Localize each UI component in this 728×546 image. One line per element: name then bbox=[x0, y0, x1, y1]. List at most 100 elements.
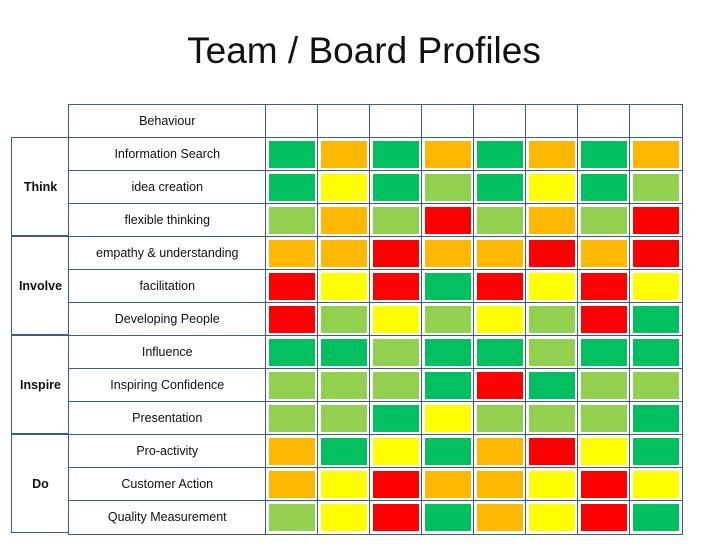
rating-cell bbox=[421, 302, 475, 337]
rating-swatch bbox=[528, 239, 575, 267]
rating-swatch bbox=[372, 239, 419, 267]
rating-cell bbox=[473, 170, 527, 205]
rating-swatch bbox=[528, 437, 575, 465]
rating-swatch bbox=[580, 272, 627, 300]
rating-cell bbox=[629, 302, 683, 337]
rating-swatch bbox=[424, 272, 471, 300]
rating-cell bbox=[525, 500, 579, 535]
rating-cell bbox=[473, 434, 527, 469]
rating-cell bbox=[577, 203, 631, 238]
rating-swatch bbox=[372, 206, 419, 234]
behaviour-label: Customer Action bbox=[68, 467, 267, 502]
rating-swatch bbox=[372, 140, 419, 168]
rating-swatch bbox=[320, 371, 367, 399]
header-column-cell bbox=[265, 104, 319, 139]
rating-cell bbox=[525, 170, 579, 205]
rating-swatch bbox=[580, 503, 627, 531]
rating-swatch bbox=[632, 404, 679, 432]
rating-swatch bbox=[580, 140, 627, 168]
rating-cell bbox=[577, 368, 631, 403]
rating-cell bbox=[265, 236, 319, 271]
behaviour-label: Presentation bbox=[68, 401, 267, 436]
rating-swatch bbox=[320, 338, 367, 366]
rating-swatch bbox=[424, 206, 471, 234]
rating-cell bbox=[629, 137, 683, 172]
rating-swatch bbox=[320, 173, 367, 201]
header-column-cell bbox=[421, 104, 475, 139]
rating-swatch bbox=[424, 239, 471, 267]
rating-swatch bbox=[476, 239, 523, 267]
rating-swatch bbox=[528, 404, 575, 432]
behaviour-label: Developing People bbox=[68, 302, 267, 337]
rating-swatch bbox=[580, 338, 627, 366]
rating-cell bbox=[317, 236, 371, 271]
rating-cell bbox=[629, 335, 683, 370]
group-label-inspire: Inspire bbox=[11, 335, 69, 434]
rating-cell bbox=[525, 269, 579, 304]
rating-swatch bbox=[424, 140, 471, 168]
rating-cell bbox=[577, 335, 631, 370]
rating-cell bbox=[421, 434, 475, 469]
rating-cell bbox=[473, 269, 527, 304]
rating-cell bbox=[369, 269, 423, 304]
behaviour-label: facilitation bbox=[68, 269, 267, 304]
rating-cell bbox=[317, 269, 371, 304]
rating-cell bbox=[473, 467, 527, 502]
rating-swatch bbox=[372, 272, 419, 300]
header-behaviour-label: Behaviour bbox=[68, 104, 267, 139]
rating-swatch bbox=[580, 206, 627, 234]
rating-cell bbox=[525, 368, 579, 403]
rating-cell bbox=[317, 302, 371, 337]
rating-cell bbox=[577, 137, 631, 172]
rating-cell bbox=[369, 368, 423, 403]
rating-swatch bbox=[476, 437, 523, 465]
rating-swatch bbox=[580, 470, 627, 498]
rating-swatch bbox=[268, 470, 315, 498]
rating-swatch bbox=[476, 140, 523, 168]
rating-cell bbox=[317, 401, 371, 436]
rating-swatch bbox=[268, 173, 315, 201]
rating-cell bbox=[473, 236, 527, 271]
rating-swatch bbox=[476, 305, 523, 333]
rating-cell bbox=[577, 170, 631, 205]
header-column-cell bbox=[317, 104, 371, 139]
rating-swatch bbox=[528, 338, 575, 366]
rating-swatch bbox=[528, 173, 575, 201]
rating-swatch bbox=[320, 140, 367, 168]
rating-cell bbox=[629, 434, 683, 469]
rating-swatch bbox=[580, 371, 627, 399]
rating-cell bbox=[629, 269, 683, 304]
rating-swatch bbox=[268, 206, 315, 234]
rating-swatch bbox=[424, 503, 471, 531]
rating-cell bbox=[629, 203, 683, 238]
rating-cell bbox=[473, 302, 527, 337]
rating-cell bbox=[577, 302, 631, 337]
rating-swatch bbox=[372, 437, 419, 465]
rating-swatch bbox=[372, 470, 419, 498]
rating-swatch bbox=[528, 272, 575, 300]
rating-cell bbox=[369, 335, 423, 370]
rating-cell bbox=[577, 269, 631, 304]
rating-cell bbox=[421, 170, 475, 205]
rating-cell bbox=[369, 401, 423, 436]
rating-swatch bbox=[424, 338, 471, 366]
header-column-cell bbox=[525, 104, 579, 139]
rating-cell bbox=[265, 335, 319, 370]
rating-swatch bbox=[632, 239, 679, 267]
rating-swatch bbox=[632, 503, 679, 531]
rating-swatch bbox=[268, 338, 315, 366]
rating-cell bbox=[317, 170, 371, 205]
rating-cell bbox=[525, 137, 579, 172]
rating-cell bbox=[317, 467, 371, 502]
rating-swatch bbox=[320, 503, 367, 531]
rating-swatch bbox=[632, 338, 679, 366]
rating-swatch bbox=[268, 305, 315, 333]
behaviour-label: Information Search bbox=[68, 137, 267, 172]
rating-cell bbox=[421, 368, 475, 403]
rating-swatch bbox=[372, 173, 419, 201]
rating-cell bbox=[525, 335, 579, 370]
rating-cell bbox=[265, 368, 319, 403]
rating-cell bbox=[265, 401, 319, 436]
rating-swatch bbox=[580, 437, 627, 465]
rating-swatch bbox=[320, 404, 367, 432]
